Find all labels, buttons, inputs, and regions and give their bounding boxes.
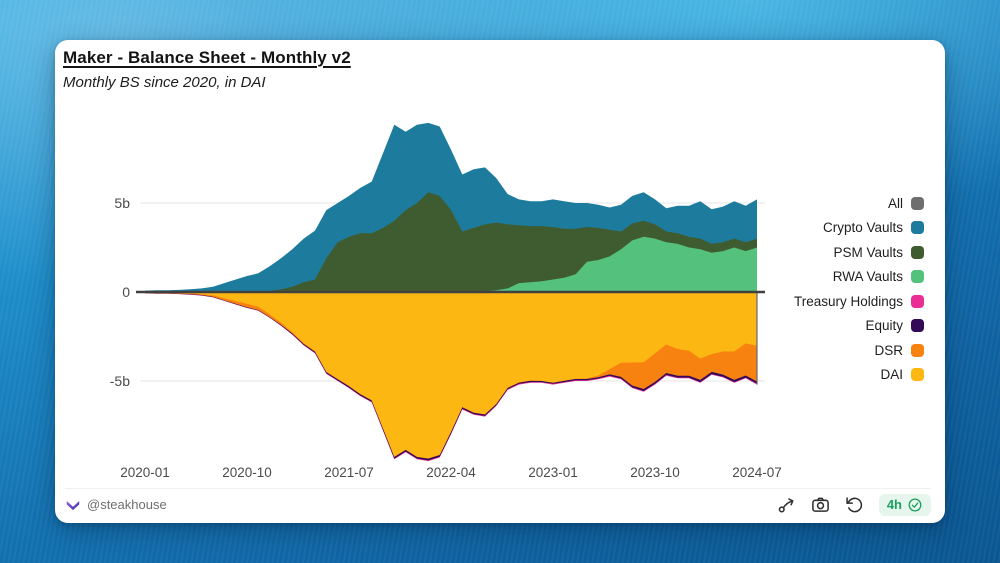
legend-swatch [911,196,924,210]
author-area: @steakhouse [65,497,167,513]
x-tick-label: 2024-07 [732,465,782,480]
legend-label: PSM Vaults [833,244,903,260]
freshness-badge[interactable]: 4h [878,493,931,516]
legend-label: RWA Vaults [832,269,903,285]
freshness-label: 4h [886,497,902,512]
x-tick-label: 2023-01 [528,465,578,480]
legend-item-dai[interactable]: DAI [880,363,924,388]
legend-swatch [911,245,924,259]
legend-label: All [887,195,903,211]
chart-subtitle: Monthly BS since 2020, in DAI [63,74,266,91]
y-tick-label: 0 [122,284,130,300]
footer-actions: 4h [777,493,931,516]
legend-item-all[interactable]: All [888,191,924,216]
y-tick-label: -5b [109,373,130,389]
legend-item-equity[interactable]: Equity [865,314,924,339]
legend-label: Equity [865,318,903,334]
x-tick-label: 2020-01 [120,465,170,480]
x-tick-label: 2022-04 [426,465,476,480]
legend-label: DAI [880,367,903,383]
x-tick-label: 2023-10 [630,465,680,480]
camera-icon[interactable] [811,495,831,515]
legend-swatch [911,221,924,235]
check-circle-icon [908,498,922,511]
author-handle[interactable]: @steakhouse [87,497,167,512]
chart-legend: All Crypto Vaults PSM Vaults RWA Vaults Trea… [794,191,924,387]
chart-areas [136,122,765,462]
legend-swatch [911,319,924,333]
legend-item-crypto-vaults[interactable]: Crypto Vaults [823,216,924,241]
x-tick-label: 2020-10 [222,465,272,480]
legend-label: DSR [874,342,903,358]
area-dai[interactable] [145,292,757,459]
legend-item-psm-vaults[interactable]: PSM Vaults [833,240,924,265]
chart-card: Maker - Balance Sheet - Monthly v2 Month… [55,40,945,523]
legend-swatch [911,343,924,357]
area-rwa-vaults[interactable] [145,236,757,292]
legend-item-treasury-holdings[interactable]: Treasury Holdings [794,289,924,314]
fork-icon[interactable] [777,495,797,515]
chart-footer: @steakhouse [65,488,931,516]
y-tick-label: 5b [114,195,130,211]
legend-label: Treasury Holdings [793,293,903,309]
legend-swatch [911,270,924,284]
chart-title: Maker - Balance Sheet - Monthly v2 [63,48,351,67]
legend-item-dsr[interactable]: DSR [874,338,924,363]
legend-item-rwa-vaults[interactable]: RWA Vaults [833,265,924,290]
legend-label: Crypto Vaults [822,220,903,236]
plot-area: 5b 0 -5b 2020-01 2020-10 2021-07 2022-04 2023-… [55,40,945,523]
x-tick-label: 2021-07 [324,465,374,480]
steakhouse-logo-icon [66,500,80,510]
refresh-icon[interactable] [845,495,865,515]
legend-swatch [911,368,924,382]
legend-swatch [911,294,924,308]
